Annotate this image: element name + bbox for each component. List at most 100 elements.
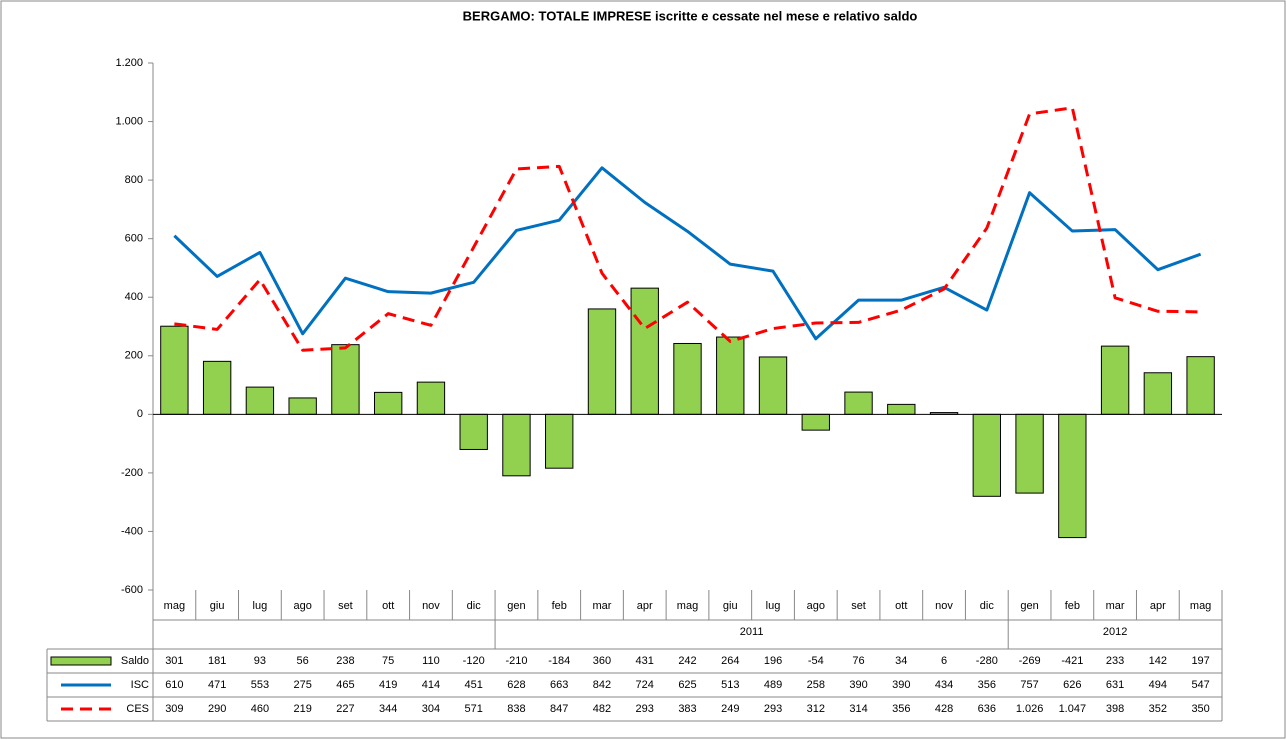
x-tick-label: set xyxy=(338,600,353,612)
table-value: 482 xyxy=(593,703,611,715)
x-tick-label: ago xyxy=(807,600,825,612)
x-group-label: 2012 xyxy=(1103,626,1127,638)
table-value: 434 xyxy=(935,679,953,691)
x-tick-label: feb xyxy=(1065,600,1080,612)
table-value: 233 xyxy=(1106,655,1124,667)
y-tick-label: 1.200 xyxy=(115,57,143,69)
x-tick-label: mar xyxy=(1106,600,1125,612)
table-value: 1.026 xyxy=(1016,703,1044,715)
table-value: -184 xyxy=(548,655,570,667)
table-value: 142 xyxy=(1149,655,1167,667)
bar xyxy=(502,413,531,477)
x-tick-label: ago xyxy=(293,600,311,612)
bar xyxy=(673,342,702,415)
table-value: 1.047 xyxy=(1059,703,1087,715)
table-value: 75 xyxy=(382,655,394,667)
table-value: 304 xyxy=(422,703,440,715)
table-value: 181 xyxy=(208,655,226,667)
table-value: -54 xyxy=(808,655,824,667)
table-value: 663 xyxy=(550,679,568,691)
x-tick-label: nov xyxy=(422,600,440,612)
bar xyxy=(758,356,788,415)
table-value: 471 xyxy=(208,679,226,691)
bar xyxy=(1058,413,1087,539)
x-tick-label: mag xyxy=(164,600,185,612)
table-value: 847 xyxy=(550,703,568,715)
table-value: 34 xyxy=(895,655,907,667)
table-value: 312 xyxy=(807,703,825,715)
x-tick-label: mag xyxy=(677,600,698,612)
bar xyxy=(587,308,617,415)
table-value: 451 xyxy=(465,679,483,691)
chart-title: BERGAMO: TOTALE IMPRESE iscritte e cessa… xyxy=(463,8,918,23)
y-tick-label: 1.000 xyxy=(115,115,143,127)
x-tick-label: feb xyxy=(552,600,567,612)
table-value: 350 xyxy=(1191,703,1209,715)
y-tick-label: 200 xyxy=(125,350,143,362)
legend-label: CES xyxy=(126,703,149,715)
table-value: 275 xyxy=(293,679,311,691)
table-value: 76 xyxy=(852,655,864,667)
y-tick-label: 400 xyxy=(125,291,143,303)
table-value: 110 xyxy=(422,655,440,667)
x-tick-label: dic xyxy=(467,600,482,612)
line xyxy=(173,166,1202,341)
table-value: 414 xyxy=(422,679,440,691)
table-value: 553 xyxy=(251,679,269,691)
table-value: 290 xyxy=(208,703,226,715)
table-value: 757 xyxy=(1020,679,1038,691)
table-value: 494 xyxy=(1149,679,1167,691)
table-value: 6 xyxy=(941,655,947,667)
bar xyxy=(887,403,916,415)
bar xyxy=(202,360,232,415)
table-value: 842 xyxy=(593,679,611,691)
y-tick-label: -400 xyxy=(121,525,143,537)
y-tick-label: 600 xyxy=(125,233,143,245)
table-value: 352 xyxy=(1149,703,1167,715)
table-value: 293 xyxy=(764,703,782,715)
bar xyxy=(1015,413,1044,494)
table-value: 264 xyxy=(721,655,739,667)
bar xyxy=(288,397,317,415)
y-tick-label: 800 xyxy=(125,174,143,186)
table-value: 197 xyxy=(1191,655,1209,667)
table-value: 460 xyxy=(251,703,269,715)
y-tick-label: -600 xyxy=(121,584,143,596)
table-value: 571 xyxy=(465,703,483,715)
table-value: 360 xyxy=(593,655,611,667)
bar xyxy=(1143,372,1173,415)
x-tick-label: apr xyxy=(1150,600,1166,612)
table-value: 314 xyxy=(849,703,867,715)
table-value: 344 xyxy=(379,703,397,715)
x-tick-label: giu xyxy=(210,600,225,612)
legend-label: Saldo xyxy=(121,655,149,667)
bar xyxy=(373,391,403,415)
table-value: 242 xyxy=(678,655,696,667)
bar xyxy=(844,391,873,415)
table-value: 489 xyxy=(764,679,782,691)
bar xyxy=(416,381,446,415)
table-value: 390 xyxy=(849,679,867,691)
table-value: 390 xyxy=(892,679,910,691)
x-group-label: 2011 xyxy=(740,626,764,638)
table-value: 56 xyxy=(297,655,309,667)
bar xyxy=(1100,345,1130,415)
table-value: 301 xyxy=(165,655,183,667)
table-value: 636 xyxy=(978,703,996,715)
table-value: 628 xyxy=(507,679,525,691)
bar xyxy=(972,413,1002,497)
table-value: 219 xyxy=(293,703,311,715)
table-value: 238 xyxy=(336,655,354,667)
bar xyxy=(245,386,275,415)
x-tick-label: ott xyxy=(382,600,394,612)
table-value: 356 xyxy=(978,679,996,691)
line xyxy=(174,106,1201,352)
bar xyxy=(160,325,189,415)
bar xyxy=(716,336,745,415)
x-tick-label: gen xyxy=(507,600,525,612)
x-tick-label: mar xyxy=(593,600,612,612)
table-value: 625 xyxy=(678,679,696,691)
table-value: 258 xyxy=(807,679,825,691)
table-value: 428 xyxy=(935,703,953,715)
